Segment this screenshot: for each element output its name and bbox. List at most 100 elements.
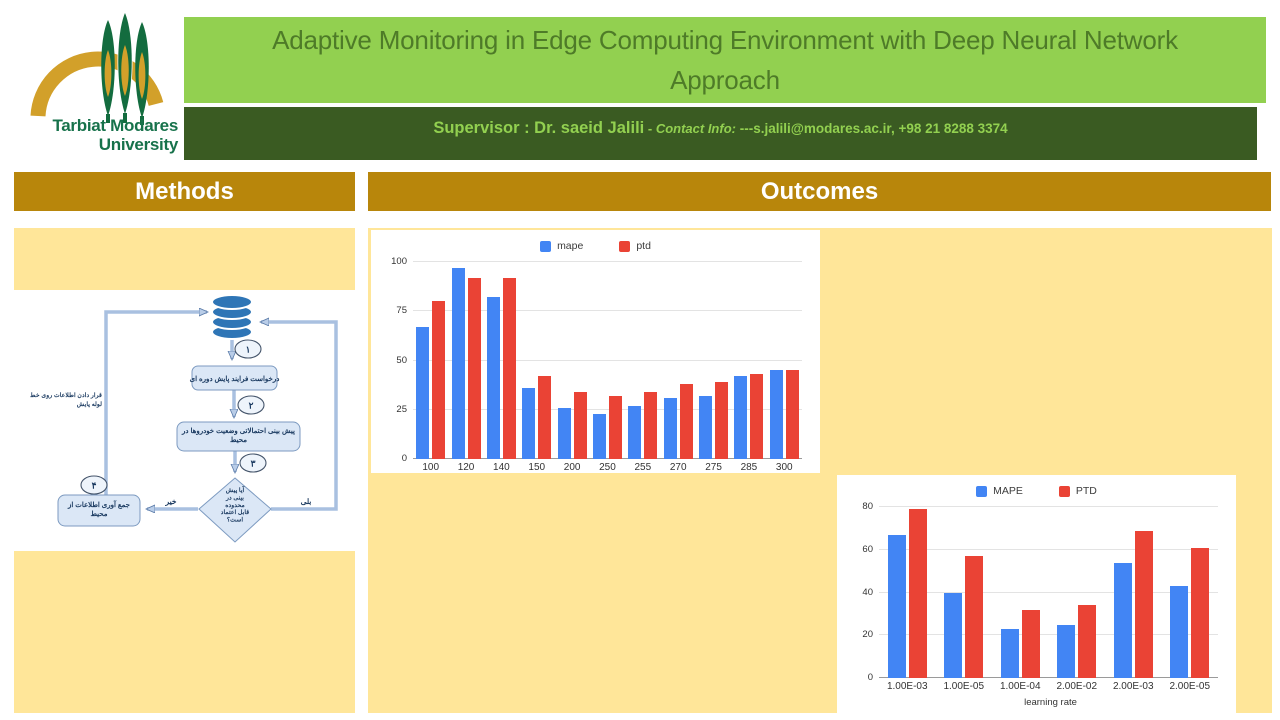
bar-MAPE (944, 592, 963, 678)
flowchart-graphic: درخواست فرایند پایش دوره ای پیش بینی احت… (30, 294, 338, 543)
logo-text-line1: Tarbiat Modares (52, 116, 178, 135)
x-tick-label: 270 (669, 462, 687, 473)
bar-group-285 (734, 262, 764, 459)
bar-mape (592, 413, 606, 459)
gridline (879, 506, 1218, 507)
y-tick-label: 80 (862, 501, 873, 512)
cypress-tree-left (101, 20, 115, 123)
gridline (879, 548, 1218, 550)
poster-title: Adaptive Monitoring in Edge Computing En… (272, 25, 1178, 95)
bar-MAPE (1170, 586, 1189, 678)
methods-note-block-bottom (14, 551, 355, 713)
legend-item-MAPE: MAPE (976, 485, 1023, 497)
bar-PTD (908, 509, 927, 678)
bar-mape (769, 370, 783, 459)
bar-ptd (715, 382, 729, 459)
methods-section-header: Methods (14, 172, 355, 211)
chart-legend: mape ptd (371, 230, 820, 254)
supervisor-band: Supervisor : Dr. saeid Jalili - Contact … (184, 107, 1257, 160)
legend-label: ptd (636, 240, 651, 252)
bar-mape (451, 267, 465, 459)
university-logo: Tarbiat Modares University (18, 4, 186, 160)
bar-group-2.00E-03 (1113, 507, 1153, 678)
bar-mape (486, 297, 500, 459)
bar-ptd (573, 392, 587, 459)
bar-PTD (1021, 609, 1040, 678)
flow-number-1: ۱ (246, 345, 251, 355)
bar-PTD (1078, 605, 1097, 678)
flow-yes-label: بلی (301, 497, 312, 506)
x-tick-label: 1.00E-03 (886, 681, 928, 692)
flow-number-2: ۲ (249, 401, 254, 411)
bar-mape (522, 388, 536, 459)
flow-connectors (104, 312, 338, 509)
chart-plot-area: 0 20 40 60 80 (845, 501, 1222, 683)
bar-mape (663, 397, 677, 459)
gridline (879, 634, 1218, 636)
legend-label: mape (557, 240, 584, 252)
bar-MAPE (1000, 628, 1019, 678)
legend-item-ptd: ptd (619, 240, 651, 252)
x-tick-label: 2.00E-05 (1169, 681, 1211, 692)
y-tick-label: 0 (867, 672, 873, 683)
y-tick-label: 40 (862, 586, 873, 598)
loop-collect-to-db-arrow (104, 312, 207, 495)
bar-group-1.00E-05 (944, 507, 984, 678)
x-tick-label: 120 (457, 462, 475, 473)
bar-ptd (432, 301, 446, 459)
x-tick-label: 300 (775, 462, 793, 473)
bar-ptd (644, 392, 658, 459)
flow-step-numbers: ۱ ۲ ۳ ۴ (80, 339, 267, 495)
y-tick-label: 0 (401, 453, 407, 464)
flow-step4-text: جمع آوری اطلاعات از محیط (67, 499, 130, 518)
y-tick-label: 50 (396, 354, 407, 366)
flow-step1-box (191, 365, 278, 391)
flow-decision-text: آیا پیش بینی در محدوده قابل اعتماد است؟ (221, 486, 250, 524)
x-tick-label: 255 (634, 462, 652, 473)
bar-ptd (679, 384, 693, 459)
bar-group-1.00E-03 (887, 507, 927, 678)
bars-container (879, 507, 1218, 678)
gridline (413, 458, 802, 459)
logo-graphic (30, 10, 164, 125)
bar-ptd (608, 395, 622, 459)
flow-decision-diamond (198, 477, 272, 543)
bar-group-250 (592, 262, 622, 459)
bar-ptd (467, 277, 481, 459)
bar-PTD (965, 556, 984, 678)
outcomes-section-header: Outcomes (368, 172, 1271, 211)
chart-card-learning-rate: MAPE PTD 0 20 40 60 80 1.00E-03 1.00E-05 1.00E-04… (837, 475, 1236, 715)
bar-group-140 (486, 262, 516, 459)
bar-group-120 (451, 262, 481, 459)
legend-label: PTD (1075, 485, 1097, 497)
bar-mape (416, 327, 430, 459)
methods-note-block-top (14, 228, 355, 290)
logo-text-line2: University (98, 135, 179, 154)
bar-group-200 (557, 262, 587, 459)
bar-group-150 (522, 262, 552, 459)
legend-label: MAPE (993, 485, 1023, 497)
flow-no-label: خیر (164, 497, 176, 507)
gridline (879, 677, 1218, 678)
bar-group-2.00E-05 (1170, 507, 1210, 678)
legend-swatch-icon (976, 485, 988, 497)
bar-ptd (538, 376, 552, 459)
bar-group-1.00E-04 (1000, 507, 1040, 678)
contact-info-label: Contact Info: (655, 121, 736, 136)
gridline (413, 359, 802, 361)
x-tick-label: 275 (705, 462, 722, 473)
chart-legend: MAPE PTD (837, 475, 1236, 499)
flow-side-note: قرار دادن اطلاعات روی خط لوله پایش (30, 392, 102, 408)
bar-mape (734, 376, 748, 459)
bar-mape (699, 395, 713, 459)
flow-step2-box (176, 421, 301, 452)
bar-mape (628, 405, 642, 459)
flow-step1-text: درخواست فرایند پایش دوره ای (190, 375, 280, 384)
title-band: Adaptive Monitoring in Edge Computing En… (184, 17, 1266, 103)
flow-number-3: ۳ (251, 459, 256, 469)
logo-text: Tarbiat Modares University (52, 116, 178, 154)
x-tick-label: 150 (528, 462, 546, 473)
bar-group-300 (769, 262, 799, 459)
legend-swatch-icon (540, 240, 552, 252)
x-tick-label: 1.00E-04 (999, 681, 1041, 692)
